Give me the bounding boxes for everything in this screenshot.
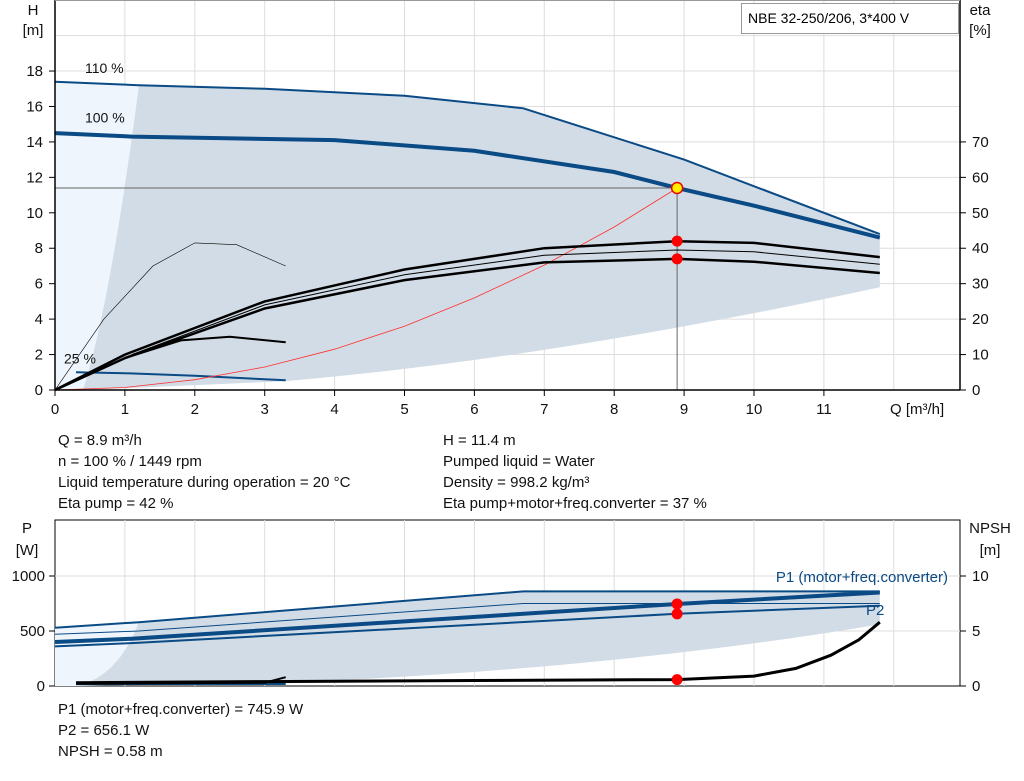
eta-curve-0: [54, 239, 880, 392]
info-left: Q = 8.9 m³/h n = 100 % / 1449 rpm Liquid…: [58, 430, 350, 514]
y2-tick-label: 5: [972, 623, 980, 640]
y-tick-label: 12: [26, 169, 43, 186]
info-right: H = 11.4 m Pumped liquid = Water Density…: [443, 430, 707, 514]
y-tick-label: 14: [26, 134, 43, 151]
operating-point-p1: [671, 598, 683, 610]
x-tick-label: 0: [51, 401, 59, 418]
y-tick-label: 8: [35, 240, 43, 257]
x-tick-label: 8: [610, 401, 618, 418]
x-tick-label: 6: [470, 401, 478, 418]
y2-axis-label-bottom: NPSH: [969, 520, 1011, 537]
info-eta-pump: Eta pump = 42 %: [58, 495, 174, 512]
speed-label: 100 %: [85, 109, 125, 125]
operating-point-p2: [671, 608, 683, 620]
y-tick-label: 6: [35, 276, 43, 293]
y-axis-label: [m]: [23, 22, 44, 39]
eta-curve-3: [54, 242, 286, 391]
info-bottom: P1 (motor+freq.converter) = 745.9 W P2 =…: [58, 699, 303, 762]
npsh-curve: [75, 621, 881, 685]
operating-point-eta-pump: [671, 235, 683, 247]
info-density: Density = 998.2 kg/m³: [443, 474, 590, 491]
info-q: Q = 8.9 m³/h: [58, 432, 142, 449]
head-curve-25: [75, 371, 286, 382]
y2-axis-label: eta: [970, 2, 992, 19]
y2-tick-label: 40: [972, 240, 989, 257]
info-p2: P2 = 656.1 W: [58, 722, 150, 739]
y-axis-label-bottom: [W]: [16, 542, 39, 559]
p2-curve-label: P2: [866, 602, 884, 619]
operating-area: [82, 85, 880, 390]
y2-tick-label: 20: [972, 311, 989, 328]
x-tick-label: 5: [400, 401, 408, 418]
p1-curve-label: P1 (motor+freq.converter): [776, 569, 948, 586]
speed-label: 110 %: [85, 60, 124, 76]
info-liquid: Pumped liquid = Water: [443, 453, 595, 470]
power-curve-3: [54, 604, 880, 648]
x-axis-label: Q [m³/h]: [890, 401, 944, 418]
y-tick-label: 1000: [12, 568, 45, 585]
speed-label: 25 %: [64, 350, 96, 366]
operating-point-eta-total: [671, 253, 683, 265]
x-tick-label: 7: [540, 401, 548, 418]
y-tick-label: 18: [26, 63, 43, 80]
pump-title-box: NBE 32-250/206, 3*400 V: [741, 3, 959, 34]
npsh-curve-min: [75, 676, 286, 685]
y-tick-label: 0: [35, 382, 43, 399]
eta-curve-4: [124, 335, 286, 360]
y-tick-label: 10: [26, 205, 43, 222]
head-curve-100: [54, 131, 881, 240]
operating-point-npsh: [671, 674, 683, 686]
x-tick-label: 10: [746, 401, 763, 418]
y2-tick-label: 60: [972, 169, 989, 186]
y2-tick-label: 10: [972, 568, 989, 585]
y-axis-label: H: [28, 2, 39, 19]
info-npsh: NPSH = 0.58 m: [58, 743, 163, 760]
y-tick-label: 0: [37, 678, 45, 695]
x-tick-label: 11: [816, 401, 832, 418]
y-axis-label-bottom: P: [22, 520, 32, 537]
x-tick-label: 1: [121, 401, 129, 418]
head-curve-110: [54, 80, 881, 236]
eta-curve-2: [131, 249, 880, 356]
y2-axis-label: [%]: [969, 22, 991, 39]
info-temp: Liquid temperature during operation = 20…: [58, 474, 351, 491]
info-p1: P1 (motor+freq.converter) = 745.9 W: [58, 701, 304, 718]
y-tick-label: 4: [35, 311, 43, 328]
operating-point-head: [670, 181, 684, 195]
info-speed: n = 100 % / 1449 rpm: [58, 453, 202, 470]
info-h: H = 11.4 m: [443, 432, 516, 449]
y2-tick-label: 30: [972, 276, 989, 293]
power-curve-0: [54, 590, 880, 629]
x-tick-label: 3: [261, 401, 269, 418]
y-tick-label: 2: [35, 347, 43, 364]
x-tick-label: 2: [191, 401, 199, 418]
y2-axis-label-bottom: [m]: [980, 542, 1001, 559]
y2-tick-label: 70: [972, 134, 989, 151]
y2-tick-label: 50: [972, 205, 989, 222]
y2-tick-label: 10: [972, 347, 989, 364]
x-tick-label: 9: [680, 401, 688, 418]
light-area: [55, 81, 139, 390]
y2-tick-label: 0: [972, 678, 980, 695]
info-eta-total: Eta pump+motor+freq.converter = 37 %: [443, 495, 707, 512]
y2-tick-label: 0: [972, 382, 980, 399]
y-tick-label: 16: [26, 98, 43, 115]
y-tick-label: 500: [20, 623, 45, 640]
power-curve-2: [54, 590, 880, 644]
x-tick-label: 4: [330, 401, 338, 418]
